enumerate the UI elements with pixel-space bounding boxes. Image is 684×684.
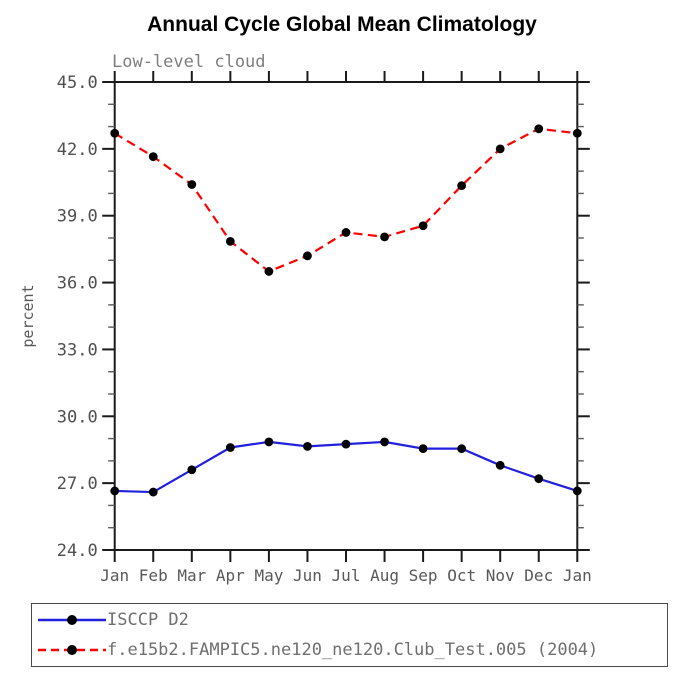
legend-marker-blue-line-dot-icon: [38, 615, 106, 626]
data-point-marker: [457, 181, 467, 191]
y-tick-label: 45.0: [57, 73, 98, 93]
series-line-1: [114, 127, 578, 273]
data-point-marker: [380, 232, 389, 242]
data-point-marker: [534, 474, 544, 484]
y-tick-label: 24.0: [57, 541, 98, 561]
data-point-marker: [418, 221, 428, 231]
data-point-marker: [225, 443, 235, 452]
x-tick-label: Aug: [370, 566, 399, 585]
y-tick-label: 33.0: [57, 340, 98, 360]
data-point-marker: [341, 228, 351, 237]
x-tick-label: Feb: [139, 566, 168, 585]
data-point-marker: [495, 144, 505, 154]
y-axis-title: percent: [19, 284, 37, 347]
legend-row-isccp: ISCCP D2: [32, 607, 667, 633]
y-tick-label: 36.0: [57, 274, 98, 294]
x-tick-label: Sep: [409, 566, 438, 585]
data-point-marker: [303, 251, 312, 261]
x-tick-label: Jun: [293, 566, 322, 585]
legend-marker-red-dashed-dot-icon: [38, 644, 106, 655]
y-tick-label: 27.0: [57, 474, 98, 494]
legend-row-model: f.e15b2.FAMPIC5.ne120_ne120.Club_Test.00…: [32, 637, 667, 663]
data-point-marker: [495, 460, 505, 470]
chart-title: Annual Cycle Global Mean Climatology: [147, 13, 537, 36]
legend-label-model: f.e15b2.FAMPIC5.ne120_ne120.Club_Test.00…: [107, 639, 599, 660]
legend-dot-1: [67, 644, 77, 655]
x-tick-label: Apr: [216, 566, 245, 585]
series-line-0: [114, 440, 578, 494]
data-point-marker: [572, 128, 582, 138]
data-point-marker: [110, 486, 120, 496]
data-point-marker: [187, 465, 197, 475]
data-point-marker: [418, 444, 428, 453]
data-point-marker: [225, 236, 235, 246]
data-point-marker: [148, 487, 158, 497]
data-point-marker: [457, 444, 467, 453]
data-point-marker: [534, 124, 544, 134]
x-tick-label: Jan: [100, 566, 129, 585]
data-point-marker: [264, 267, 274, 276]
legend-box: ISCCP D2 f.e15b2.FAMPIC5.ne120_ne120.Clu…: [31, 603, 668, 667]
x-tick-label: Mar: [177, 566, 206, 585]
x-tick-label: Jul: [332, 566, 361, 585]
data-point-marker: [264, 437, 274, 447]
plot-frame: [113, 81, 579, 551]
data-point-marker: [380, 437, 389, 447]
y-tick-label: 39.0: [57, 207, 98, 227]
data-point-marker: [187, 180, 197, 189]
data-point-marker: [110, 128, 120, 138]
x-tick-label: Dec: [524, 566, 553, 585]
y-tick-label: 42.0: [57, 140, 98, 160]
legend-label-isccp: ISCCP D2: [107, 610, 189, 631]
x-tick-label: Jan: [563, 566, 592, 585]
legend-dot-0: [67, 615, 77, 626]
x-tick-label: Nov: [486, 566, 515, 585]
x-tick-label: Oct: [447, 566, 476, 585]
data-point-marker: [572, 486, 582, 496]
data-point-marker: [148, 152, 158, 162]
chart-subtitle: Low-level cloud: [112, 52, 266, 72]
data-point-marker: [303, 441, 312, 451]
y-tick-label: 30.0: [57, 407, 98, 427]
data-point-marker: [341, 439, 351, 449]
x-tick-label: May: [254, 566, 283, 585]
